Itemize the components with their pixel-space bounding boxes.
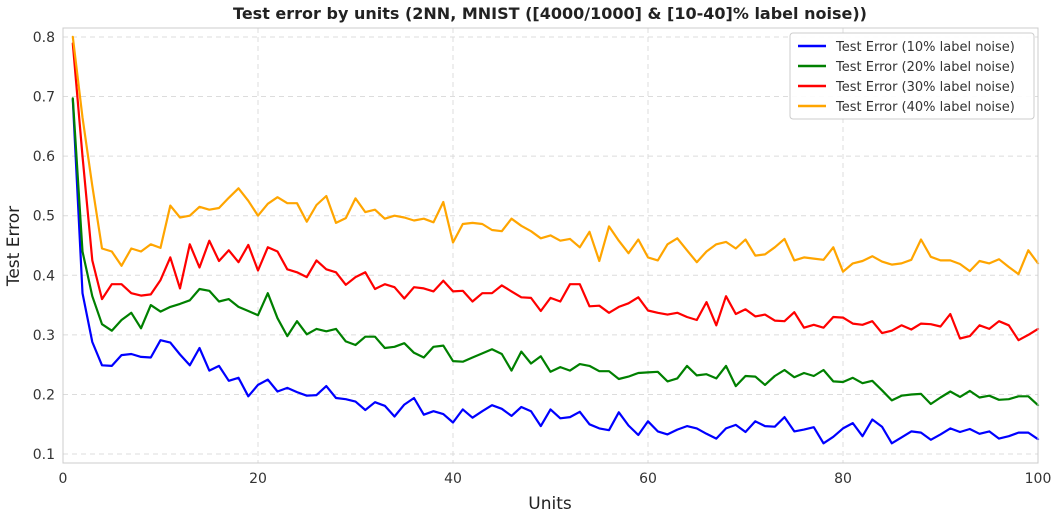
y-tick-label: 0.7 [33,90,55,106]
x-tick-label: 0 [59,471,68,487]
series-line-2 [71,97,1040,407]
plot-frame [62,27,1039,464]
x-axis-label: Units [528,494,572,514]
y-tick-label: 0.1 [33,447,55,463]
y-tick-label: 0.5 [33,209,55,225]
series-line-3 [71,42,1040,342]
legend-label-1: Test Error (10% label noise) [835,40,1015,55]
legend-label-4: Test Error (40% label noise) [835,100,1015,115]
legend-label-3: Test Error (30% label noise) [835,80,1015,95]
legend: Test Error (10% label noise) Test Error (… [789,32,1035,120]
y-tick-label: 0.3 [33,328,55,344]
x-tick-label: 60 [639,471,657,487]
x-tick-label: 20 [249,471,267,487]
x-tick-label: 40 [444,471,462,487]
x-tick-label: 100 [1025,471,1052,487]
legend-box [789,32,1035,120]
tick-labels: 0.1 0.2 0.3 0.4 0.5 0.6 0.7 0.8 0 20 40 60 80 100 [33,30,1052,487]
y-tick-label: 0.8 [33,30,55,46]
y-axis-label: Test Error [4,206,24,287]
y-tick-label: 0.4 [33,268,55,284]
y-tick-label: 0.6 [33,149,55,165]
series-line-4 [71,35,1040,276]
series-line-1 [71,98,1040,445]
series-lines [71,35,1040,445]
chart-title: Test error by units (2NN, MNIST ([4000/1… [233,4,867,23]
legend-label-2: Test Error (20% label noise) [835,60,1015,75]
x-tick-label: 80 [834,471,852,487]
y-tick-label: 0.2 [33,387,55,403]
